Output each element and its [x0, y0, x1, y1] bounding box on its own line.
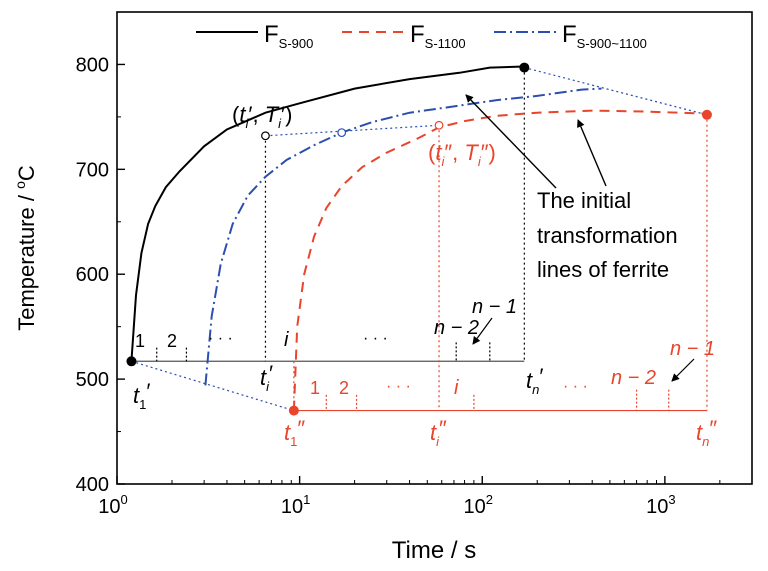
black-index-i: i: [284, 329, 289, 351]
label-red-ti-Ti: (ti″, Ti″): [428, 140, 496, 169]
marker-layer: [126, 62, 712, 416]
y-tick-label-4: 800: [76, 54, 109, 76]
y-tick-label-0: 400: [76, 474, 109, 496]
y-axis-label: Temperature / oC: [12, 165, 39, 331]
series-fs900: [130, 65, 525, 361]
legend-label-fs900-1100: FS-900~1100: [562, 21, 647, 51]
black-index-1: 1: [135, 331, 145, 351]
annotation-arrow-black: [465, 94, 557, 189]
red-index-i: i: [454, 377, 459, 399]
connector-mid: [265, 124, 440, 137]
red-index-dots-2: · · ·: [563, 378, 588, 395]
open-point-0: [261, 131, 270, 141]
filled-point-1: [519, 62, 530, 73]
legend: FS-900 FS-1100 FS-900~1100: [196, 21, 647, 51]
y-tick-label-2: 600: [76, 264, 109, 286]
black-index-2: 2: [167, 331, 177, 351]
y-tick-label-1: 500: [76, 369, 109, 391]
label-tn-dprime: tn″: [696, 416, 717, 449]
index-arrow-red: [671, 358, 695, 382]
connector-end: [524, 67, 708, 116]
annotation-arrow-red: [577, 119, 607, 187]
legend-label-fs900: FS-900: [264, 21, 313, 51]
x-tick-label-3: 103: [646, 492, 675, 518]
label-black-ti-Ti: (ti′, Ti′): [232, 102, 293, 131]
label-ti-prime: ti′: [260, 361, 273, 394]
label-t1-dprime: t1″: [284, 416, 305, 449]
y-axis: 400 500 600 700 800: [76, 54, 125, 496]
plot-frame: [116, 11, 753, 485]
red-index-2: 2: [339, 378, 349, 398]
y-tick-label-3: 700: [76, 159, 109, 181]
annotation-line-2: transformation: [537, 223, 678, 248]
index-arrow-black: [472, 317, 493, 345]
black-index-dots-1: · · ·: [208, 330, 233, 347]
black-index-n-minus-2: n − 2: [434, 317, 479, 339]
label-ti-dprime: ti″: [430, 416, 447, 449]
label-t1-prime: t1′: [133, 379, 150, 412]
x-tick-label-0: 100: [98, 492, 127, 518]
x-tick-label-1: 101: [281, 492, 310, 518]
filled-point-3: [701, 109, 712, 120]
red-index-1: 1: [310, 378, 320, 398]
x-tick-label-2: 102: [464, 492, 493, 518]
black-index-n-minus-1: n − 1: [472, 296, 517, 318]
legend-label-fs1100: FS-1100: [410, 21, 466, 51]
series-layer: [130, 65, 708, 411]
series-fs900-1100: [204, 87, 602, 386]
red-index-n-minus-2: n − 2: [611, 367, 656, 389]
x-axis: 100 101 102 103: [98, 476, 753, 518]
open-point-1: [337, 128, 347, 138]
red-index-dots-1: · · ·: [386, 378, 411, 395]
black-index-dots-2: · · ·: [363, 330, 388, 347]
connector-start: [131, 360, 295, 412]
series-fs1100: [292, 109, 708, 411]
annotation-line-1: The initial: [537, 188, 631, 213]
annotation-line-3: lines of ferrite: [537, 257, 669, 282]
x-axis-label: Time / s: [392, 537, 476, 564]
label-tn-prime: tn′: [526, 364, 543, 397]
open-point-2: [434, 120, 444, 130]
red-index-n-minus-1: n − 1: [670, 338, 715, 360]
filled-point-0: [126, 356, 137, 367]
filled-point-2: [288, 405, 299, 416]
